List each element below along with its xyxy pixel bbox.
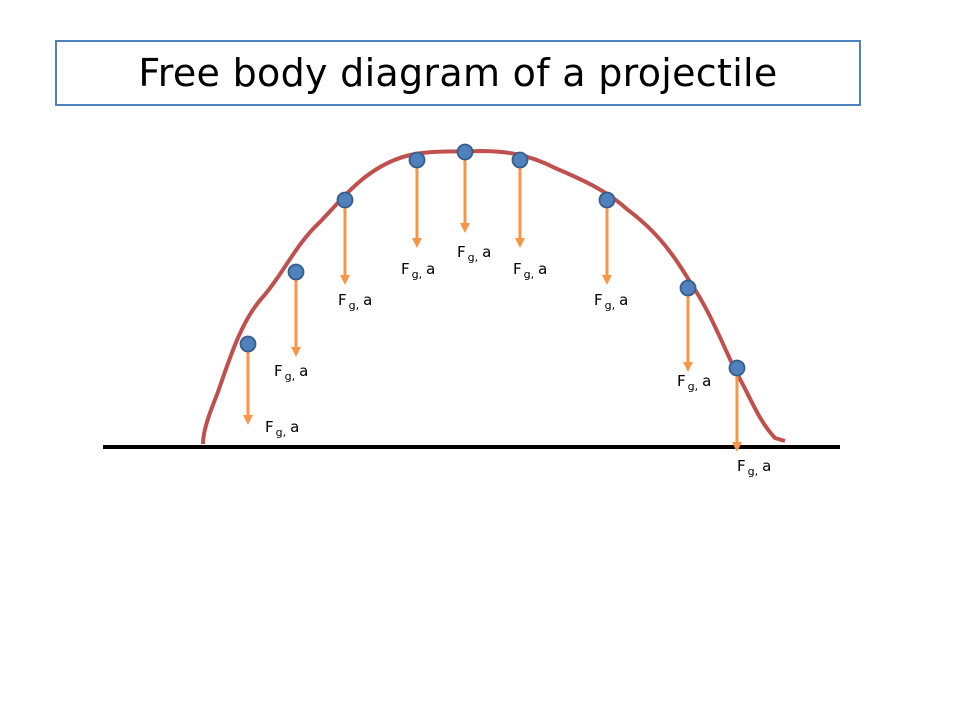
force-symbol: F [274, 362, 283, 380]
force-symbol: F [401, 260, 410, 278]
force-suffix: a [299, 362, 308, 380]
force-subscript: g, [524, 268, 534, 281]
projectile-ball [239, 335, 257, 353]
trajectory-path [201, 149, 786, 445]
projectile-ball [408, 151, 426, 169]
force-suffix: a [538, 260, 547, 278]
force-subscript: g, [468, 251, 478, 264]
diagram-title: Free body diagram of a projectile [138, 51, 778, 95]
force-subscript: g, [276, 426, 286, 439]
projectile-ball [679, 279, 697, 297]
force-suffix: a [762, 457, 771, 475]
force-symbol: F [677, 372, 686, 390]
projectile-ball [511, 151, 529, 169]
projectile-ball [336, 191, 354, 209]
force-suffix: a [619, 291, 628, 309]
force-symbol: F [594, 291, 603, 309]
projectile-ball [456, 143, 474, 161]
force-subscript: g, [688, 380, 698, 393]
force-suffix: a [702, 372, 711, 390]
force-symbol: F [265, 418, 274, 436]
force-suffix: a [290, 418, 299, 436]
force-subscript: g, [605, 299, 615, 312]
force-subscript: g, [349, 299, 359, 312]
force-subscript: g, [412, 268, 422, 281]
projectile-ball [598, 191, 616, 209]
force-suffix: a [482, 243, 491, 261]
force-suffix: a [426, 260, 435, 278]
force-suffix: a [363, 291, 372, 309]
projectile-ball [287, 263, 305, 281]
force-symbol: F [737, 457, 746, 475]
force-symbol: F [457, 243, 466, 261]
force-subscript: g, [748, 465, 758, 478]
force-symbol: F [338, 291, 347, 309]
force-symbol: F [513, 260, 522, 278]
projectile-ball [728, 359, 746, 377]
title-box: Free body diagram of a projectile [55, 40, 861, 106]
force-subscript: g, [285, 370, 295, 383]
